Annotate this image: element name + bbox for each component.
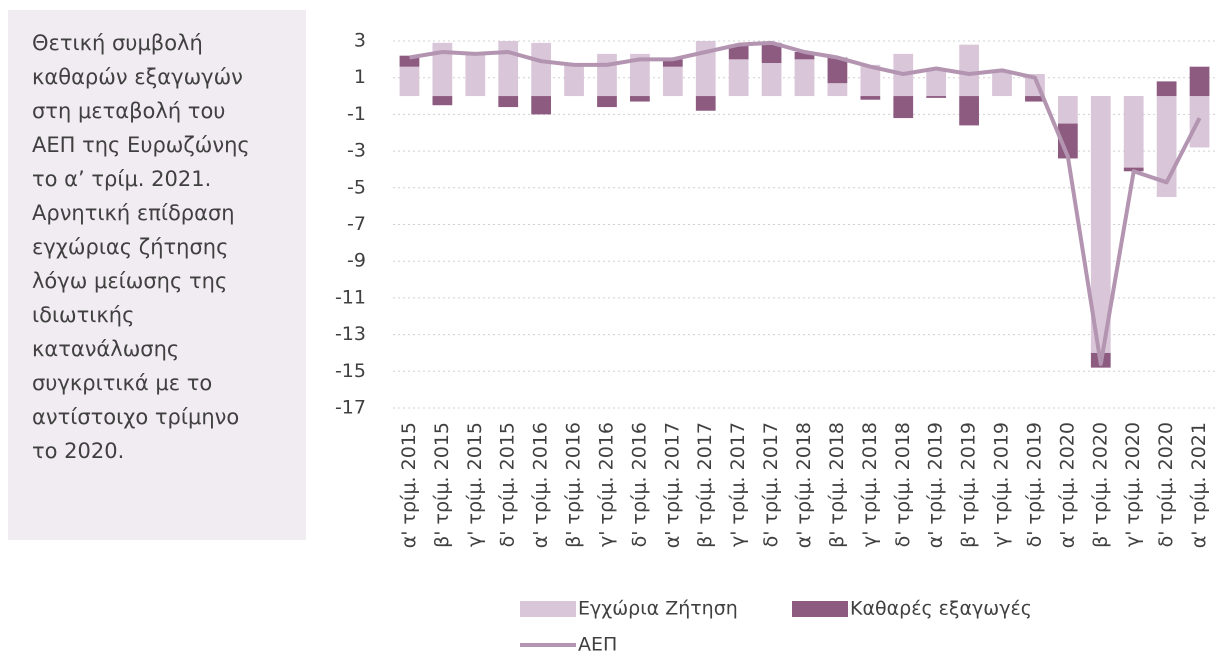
bar [1090, 96, 1111, 353]
x-tick-label: α' τρίμ. 2016 [530, 422, 552, 548]
x-tick-label: γ' τρίμ. 2017 [727, 422, 749, 547]
x-tick-label: δ' τρίμ. 2020 [1155, 422, 1177, 547]
x-tick-label: γ' τρίμ. 2015 [464, 422, 486, 547]
x-tick-label: γ' τρίμ. 2016 [595, 422, 617, 547]
x-tick-label: α' τρίμ. 2020 [1056, 422, 1078, 548]
text-line: Αρνητική επίδραση [32, 201, 235, 225]
x-tick-label: α' τρίμ. 2018 [793, 422, 815, 548]
bar [630, 53, 650, 97]
bar [399, 66, 420, 97]
text-line: συγκριτικά με το [32, 371, 213, 395]
bar [959, 44, 979, 97]
bar [794, 52, 815, 60]
legend-swatch [520, 601, 576, 617]
bar [662, 59, 683, 67]
bar [827, 57, 848, 84]
bar [564, 64, 584, 97]
line [409, 40, 1202, 366]
bar [761, 42, 782, 64]
bar [1057, 96, 1078, 124]
x-tick-label: α' τρίμ. 2019 [925, 422, 947, 548]
x-tick-label: δ' τρίμ. 2019 [1023, 422, 1045, 547]
x-tick-label: γ' τρίμ. 2018 [859, 422, 881, 547]
y-tick-label: -1 [347, 103, 366, 125]
bar [860, 96, 881, 100]
bar [1025, 96, 1045, 102]
bar [498, 96, 519, 108]
x-tick-label: α' τρίμ. 2015 [398, 422, 420, 548]
text-line: ΑΕΠ της Ευρωζώνης [32, 133, 250, 157]
x-tick-label: β' τρίμ. 2017 [694, 422, 716, 548]
bar [531, 42, 552, 97]
x-tick-label: δ' τρίμ. 2016 [628, 422, 650, 547]
bar [432, 42, 453, 97]
bar [728, 44, 749, 60]
bar [728, 59, 749, 97]
text-line: εγχώριας ζήτησης [32, 235, 229, 259]
x-tick-label: β' τρίμ. 2018 [826, 422, 848, 548]
bar [1156, 81, 1177, 97]
legend-label: Εγχώρια Ζήτηση [578, 598, 738, 620]
text-line: στη μεταβολή του [32, 99, 226, 123]
text-line: αντίστοιχο τρίμηνο [32, 405, 240, 429]
text-line: λόγω μείωσης της [32, 269, 228, 293]
x-tick-label: α' τρίμ. 2017 [661, 422, 683, 548]
y-tick-label: -15 [335, 360, 366, 382]
y-tick-label: 3 [354, 30, 366, 52]
x-tick-label: β' τρίμ. 2016 [563, 422, 585, 548]
legend-swatch [792, 601, 848, 617]
bar [992, 72, 1012, 97]
x-tick-label: β' τρίμ. 2019 [958, 422, 980, 548]
x-tick-label: β' τρίμ. 2015 [431, 422, 453, 548]
bar [465, 53, 486, 97]
bar [630, 96, 650, 102]
bar [597, 53, 617, 97]
x-tick-label: δ' τρίμ. 2018 [892, 422, 914, 547]
x-tick-label: γ' τρίμ. 2020 [1122, 422, 1144, 547]
bar [959, 96, 979, 126]
bar [662, 66, 683, 97]
x-tick-label: γ' τρίμ. 2019 [991, 422, 1013, 547]
x-tick-label: δ' τρίμ. 2015 [497, 422, 519, 547]
y-tick-label: -7 [347, 213, 366, 235]
x-tick-label: δ' τρίμ. 2017 [760, 422, 782, 547]
text-line: ιδιωτικής [32, 303, 135, 327]
y-tick-label: -5 [347, 176, 366, 198]
y-tick-label: -11 [335, 286, 366, 308]
legend-label: Καθαρές εξαγωγές [850, 598, 1032, 620]
y-tick-label: -9 [347, 250, 366, 272]
bar [531, 96, 552, 115]
bar [498, 41, 519, 97]
text-line: καθαρών εξαγωγών [32, 65, 243, 89]
bar [597, 96, 617, 108]
text-box: Θετική συμβολή καθαρών εξαγωγών στη μεταβο… [8, 10, 306, 540]
y-tick-label: -17 [335, 397, 366, 419]
bar [695, 96, 716, 111]
x-tick-label: β' τρίμ. 2020 [1089, 422, 1111, 548]
y-tick-label: -3 [347, 140, 366, 162]
bar [860, 64, 881, 97]
bar [794, 59, 815, 97]
text-line: κατανάλωσης [32, 337, 180, 361]
text-line: Θετική συμβολή [32, 31, 203, 55]
text-line: το 2020. [32, 439, 125, 463]
bar [432, 96, 453, 106]
bar [926, 96, 947, 98]
bar [827, 83, 848, 97]
legend-label: ΑΕΠ [578, 634, 617, 656]
bar [1189, 66, 1210, 97]
bar [1123, 96, 1144, 168]
text-line: το α’ τρίμ. 2021. [32, 167, 212, 191]
y-tick-label: 1 [354, 66, 366, 88]
x-tick-label: α' τρίμ. 2021 [1188, 422, 1210, 548]
y-tick-label: -13 [335, 323, 366, 345]
bar [399, 55, 420, 67]
bar [893, 96, 914, 119]
bar [761, 63, 782, 97]
bar [926, 68, 947, 97]
